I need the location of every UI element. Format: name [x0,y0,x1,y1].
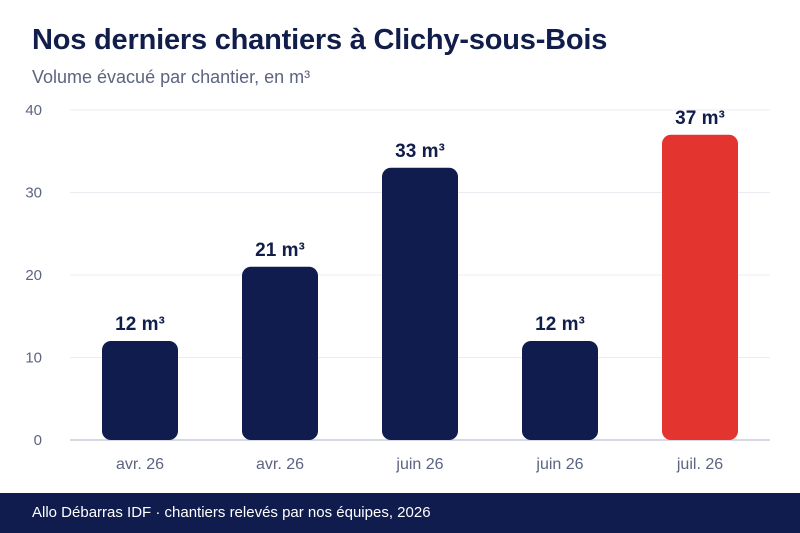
y-tick-label: 0 [34,432,42,449]
bar-highlight [662,134,738,440]
y-tick-label: 30 [25,185,42,202]
bar-value-label: 33 m³ [395,141,445,162]
bar-value-label: 21 m³ [255,240,305,261]
bar [382,167,458,440]
bar [242,266,318,440]
bar-value-label: 12 m³ [535,314,585,335]
chart-title: Nos derniers chantiers à Clichy-sous-Boi… [32,24,608,56]
bar-value-label: 12 m³ [115,314,165,335]
x-tick-label: avr. 26 [116,456,164,473]
bar [522,341,598,440]
x-tick-label: juil. 26 [676,456,723,473]
bar-value-label: 37 m³ [675,108,725,129]
bar-chart: 0 10 20 30 40 12 m³ avr. 26 21 m³ avr. 26 33 m³ ju… [25,102,770,473]
y-tick-label: 10 [25,350,42,367]
chart-subtitle: Volume évacué par chantier, en m³ [32,67,311,87]
x-tick-label: avr. 26 [256,456,304,473]
footer-source: Allo Débarras IDF · chantiers relevés pa… [0,493,800,533]
y-tick-label: 20 [25,267,42,284]
x-tick-label: juin 26 [395,456,443,473]
bar [102,341,178,440]
y-tick-label: 40 [25,102,42,119]
x-tick-label: juin 26 [535,456,583,473]
